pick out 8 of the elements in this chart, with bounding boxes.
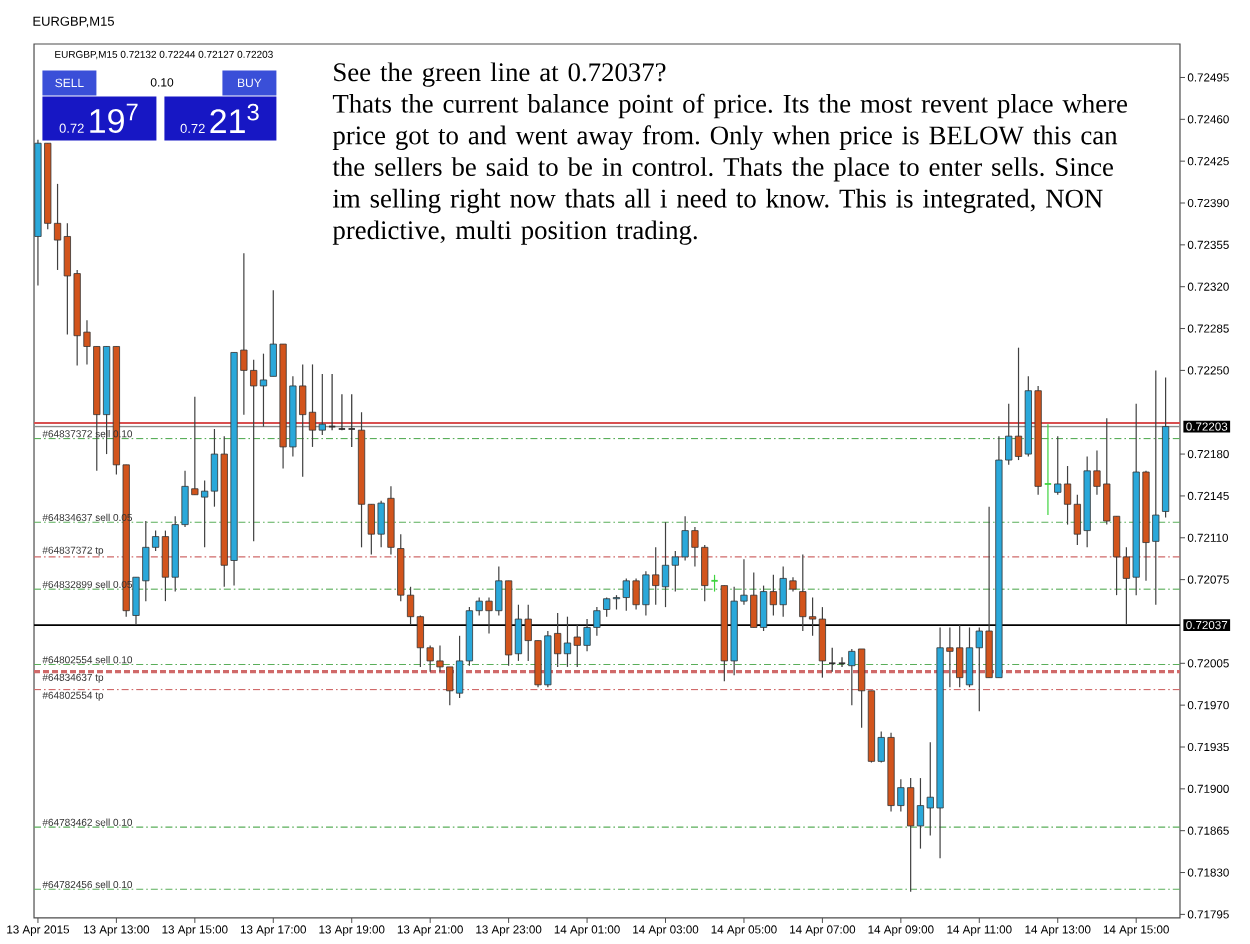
annotation: 19$^{7}$ [90,103,138,134]
candlestick [828,647,837,673]
annotation: See the green line at 0.72037? [334,62,666,87]
candlestick [347,393,356,448]
candlestick [1043,423,1053,516]
annotation: Thats the current balance point of price. Its the most revent place where price got to and went away from. Only when price is BELOW this can the sellers be said to be in control. Thats the place to enter sells. Since im selling right now thats all i need to know. This is integrated, NON predictive, multi position trading. [332,93,1128,245]
annotation: 21$^{3}$ [210,103,259,133]
candlestick [337,393,347,431]
